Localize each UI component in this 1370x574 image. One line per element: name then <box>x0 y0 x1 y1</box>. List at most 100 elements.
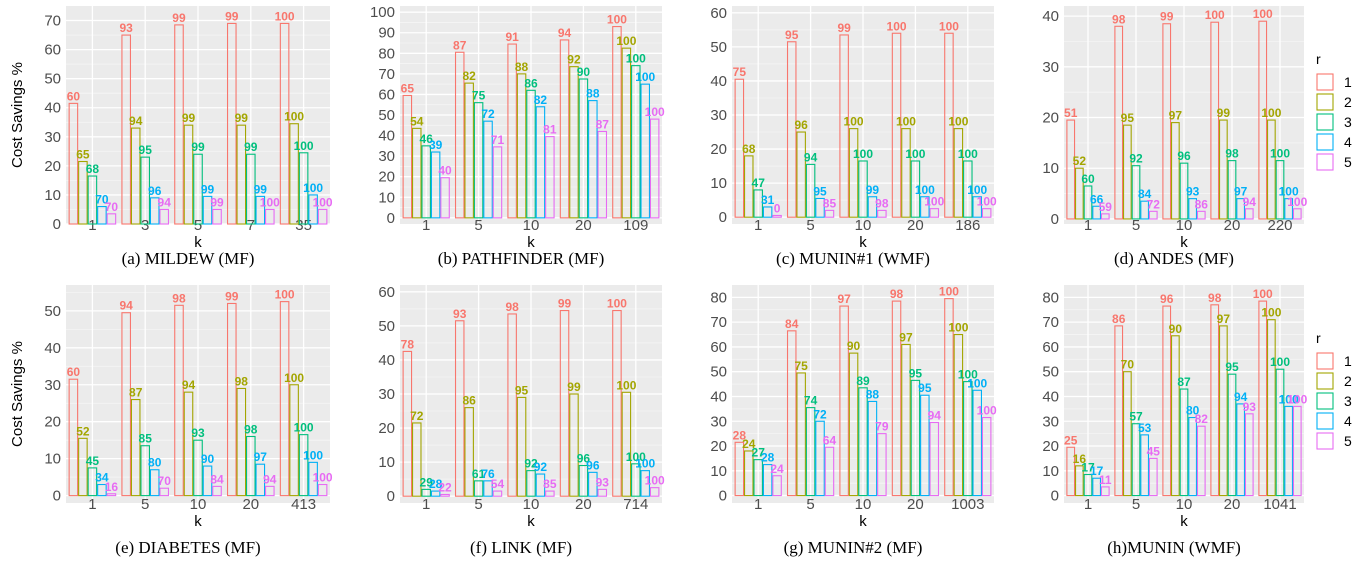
y-tick-label: 30 <box>44 129 61 146</box>
data-label: 97 <box>1169 109 1183 123</box>
y-tick-label: 20 <box>44 158 61 175</box>
data-label: 100 <box>967 376 987 390</box>
x-tick-label: 5 <box>1132 496 1140 513</box>
y-tick-label: 40 <box>44 100 61 117</box>
bar <box>130 398 141 497</box>
bar <box>183 124 194 225</box>
data-label: 91 <box>505 30 519 44</box>
legend-label: 5 <box>1344 154 1352 170</box>
data-label: 11 <box>1099 473 1112 487</box>
y-tick-label: 10 <box>378 189 395 206</box>
y-tick-label: 50 <box>378 107 395 124</box>
data-label: 100 <box>616 34 636 48</box>
x-tick-label: 1 <box>754 217 762 234</box>
x-tick-label: 5 <box>474 496 482 513</box>
chart-panel: 0 10 20 30 40 50 60 70 80 1 5 10 20 1003 28 84 97 98 100 24… <box>710 285 997 557</box>
x-tick-label: 186 <box>955 217 980 234</box>
data-label: 100 <box>939 285 959 299</box>
data-label: 86 <box>1112 312 1126 326</box>
bar <box>1258 20 1268 220</box>
y-tick-label: 20 <box>44 414 61 431</box>
data-label: 100 <box>948 321 968 335</box>
bar <box>255 195 266 225</box>
y-tick-label: 0 <box>1051 211 1059 228</box>
bar <box>1148 210 1158 220</box>
y-axis-label: Cost Savings % <box>9 62 26 168</box>
bar <box>78 160 88 225</box>
data-label: 100 <box>313 471 333 485</box>
y-tick-label: 70 <box>1042 314 1059 331</box>
bar <box>97 206 107 225</box>
data-label: 100 <box>1270 147 1290 161</box>
data-label: 98 <box>505 300 519 314</box>
data-label: 51 <box>1064 106 1078 120</box>
x-tick-label: 5 <box>141 496 149 513</box>
data-label: 45 <box>86 454 100 468</box>
bar <box>858 387 868 497</box>
bar <box>588 471 598 497</box>
bar <box>744 450 754 497</box>
bar <box>772 475 782 497</box>
legend-label: 2 <box>1344 94 1352 110</box>
bar <box>734 441 745 497</box>
y-tick-label: 0 <box>719 488 727 505</box>
bar <box>815 420 825 497</box>
data-label: 90 <box>577 65 591 79</box>
legend-title: r <box>1316 51 1321 67</box>
legend-swatch <box>1316 133 1334 151</box>
data-label: 88 <box>866 387 880 401</box>
bar <box>279 22 290 225</box>
panel-caption: (g) MUNIN#2 (MF) <box>784 538 923 557</box>
y-tick-label: 40 <box>710 388 727 405</box>
bar <box>1083 185 1093 220</box>
data-label: 100 <box>977 404 997 418</box>
bar <box>953 333 964 497</box>
data-label: 100 <box>1261 306 1281 320</box>
bar <box>920 196 930 218</box>
bar <box>1266 119 1276 220</box>
x-tick-label: 10 <box>190 496 207 513</box>
data-label: 100 <box>967 183 987 197</box>
bar <box>464 407 474 497</box>
bar <box>483 480 493 497</box>
bar <box>183 391 194 497</box>
data-label: 94 <box>1243 195 1257 209</box>
legend-label: 4 <box>1344 413 1352 429</box>
bar <box>901 343 911 497</box>
data-label: 98 <box>1112 12 1126 26</box>
data-label: 97 <box>1217 312 1231 326</box>
bar <box>972 196 982 218</box>
x-tick-label: 109 <box>623 217 648 234</box>
bar <box>279 301 290 497</box>
x-tick-label: 10 <box>1176 217 1193 234</box>
x-tick-label: 1003 <box>951 496 984 513</box>
bar <box>1074 465 1084 497</box>
data-label: 99 <box>225 289 239 303</box>
data-label: 47 <box>752 176 766 190</box>
y-tick-label: 50 <box>710 364 727 381</box>
bar <box>944 32 954 218</box>
bar <box>867 196 878 218</box>
panel-caption: (e) DIABETES (MF) <box>115 538 260 557</box>
bar <box>772 214 782 218</box>
data-label: 100 <box>948 115 968 129</box>
legend-label: 3 <box>1344 114 1352 130</box>
x-tick-label: 20 <box>1224 217 1241 234</box>
data-label: 28 <box>761 451 775 465</box>
bar <box>597 488 608 497</box>
bar <box>1275 368 1285 497</box>
bar <box>174 24 184 225</box>
bar <box>1092 477 1102 497</box>
data-label: 95 <box>813 184 827 198</box>
x-tick-label: 20 <box>907 496 924 513</box>
data-label: 31 <box>761 193 775 207</box>
data-label: 99 <box>866 183 880 197</box>
y-tick-label: 60 <box>1042 339 1059 356</box>
bar <box>858 160 868 218</box>
y-tick-label: 70 <box>44 13 61 30</box>
data-label: 86 <box>524 76 538 90</box>
bar <box>78 437 88 497</box>
y-tick-label: 30 <box>710 107 727 124</box>
data-label: 53 <box>1138 421 1152 435</box>
